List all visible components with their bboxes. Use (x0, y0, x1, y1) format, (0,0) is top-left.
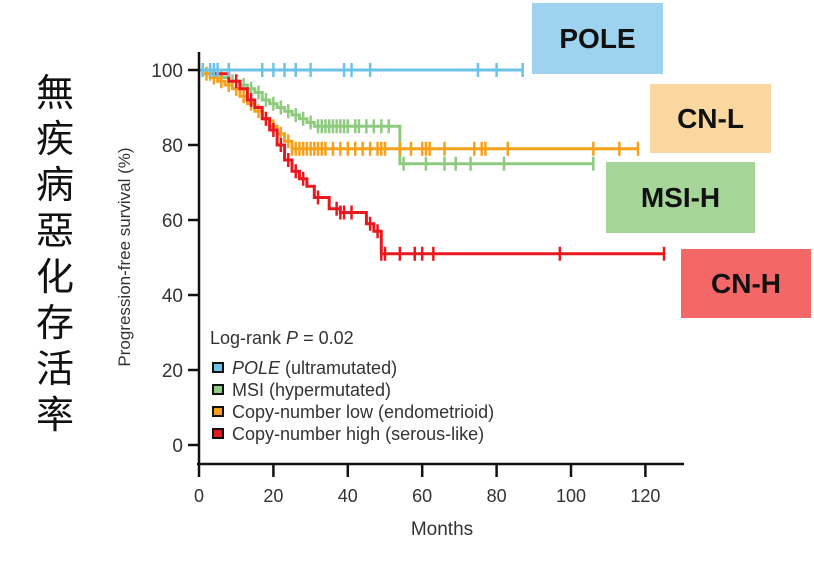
legend: POLE (ultramutated)MSI (hypermutated)Cop… (212, 358, 494, 444)
side-title-char: 化 (35, 255, 74, 299)
curves-layer (199, 63, 666, 261)
series-msi (199, 66, 595, 171)
x-tick-label: 80 (487, 486, 507, 506)
series-copy-number (199, 68, 666, 261)
side-title-char: 疾 (35, 117, 74, 161)
label-box-cn-l: CN-L (650, 84, 771, 153)
series-pole (199, 63, 524, 77)
x-tick-label: 40 (338, 486, 358, 506)
legend-text: (ultramutated) (280, 358, 397, 378)
legend-italic: POLE (232, 358, 281, 378)
label-box-cn-h: CN-H (681, 249, 811, 318)
survival-curve (199, 68, 638, 151)
y-axis-label: Progression-free survival (%) (115, 147, 134, 366)
y-tick-label: 0 (172, 436, 183, 457)
label-box-msi-h: MSI-H (606, 162, 755, 233)
side-title-vertical: 無 疾 病 惡 化 存 活 率 (30, 70, 80, 438)
side-title-char: 病 (35, 163, 74, 207)
label-box-text: MSI-H (640, 181, 721, 213)
log-rank-annotation: Log-rank P = 0.02 (210, 328, 354, 348)
label-box-pole: POLE (532, 3, 663, 74)
x-axis-label: Months (411, 519, 473, 540)
side-title-char: 惡 (35, 209, 74, 253)
log-rank-p: P (286, 328, 298, 348)
side-title-char: 率 (35, 393, 74, 437)
y-tick-label: 40 (162, 286, 183, 307)
x-tick-label: 20 (263, 486, 283, 506)
legend-swatch (212, 362, 224, 373)
side-title-char: 存 (35, 301, 74, 345)
y-tick-label: 20 (162, 361, 183, 382)
side-title-char: 活 (35, 347, 74, 391)
x-tick-label: 100 (556, 486, 586, 506)
y-tick-label: 100 (151, 61, 183, 82)
legend-entry: MSI (hypermutated) (232, 380, 391, 400)
y-tick-label: 60 (162, 211, 183, 232)
legend-swatch (212, 428, 224, 439)
legend-entry: POLE (ultramutated) (232, 358, 397, 378)
legend-text: Copy-number high (serous-like) (232, 424, 484, 444)
side-title-char: 無 (35, 71, 74, 115)
survival-curve (199, 68, 664, 256)
y-ticks: 0 20 40 60 80 100 (151, 61, 199, 457)
legend-swatch (212, 406, 224, 417)
y-tick-label: 80 (162, 136, 183, 157)
legend-entry: Copy-number low (endometrioid) (232, 402, 494, 422)
series-copy-number (199, 66, 640, 156)
legend-entry: Copy-number high (serous-like) (232, 424, 484, 444)
log-rank-suffix: = 0.02 (298, 328, 354, 348)
x-tick-label: 60 (412, 486, 432, 506)
label-box-text: CN-H (711, 267, 781, 299)
label-box-text: POLE (559, 22, 636, 54)
legend-text: Copy-number low (endometrioid) (232, 402, 494, 422)
legend-swatch (212, 384, 224, 395)
x-tick-label: 120 (630, 486, 660, 506)
label-box-text: CN-L (677, 102, 744, 134)
log-rank-prefix: Log-rank (210, 328, 286, 348)
legend-text: MSI (hypermutated) (232, 380, 391, 400)
x-ticks: 0 20 40 60 80 100 120 (194, 464, 660, 506)
x-tick-label: 0 (194, 486, 204, 506)
